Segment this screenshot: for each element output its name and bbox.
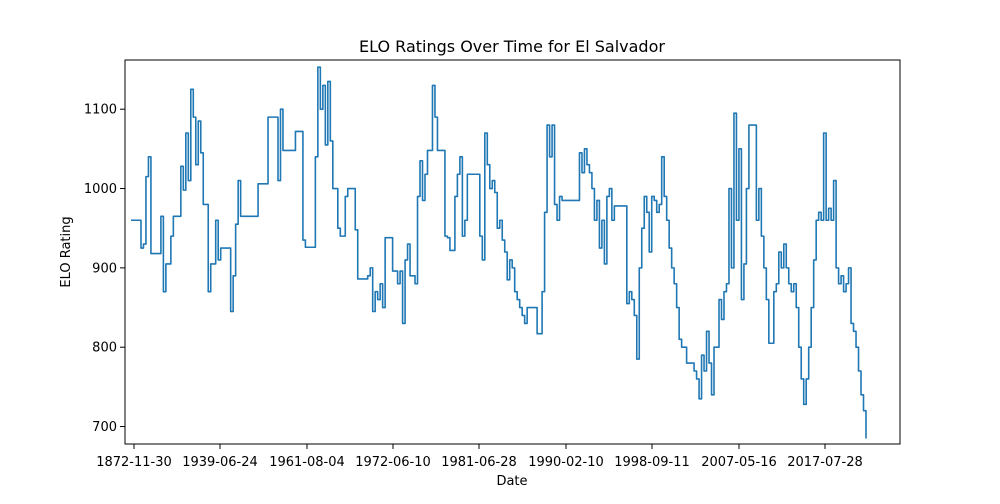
x-tick-label: 1998-09-11	[614, 455, 690, 470]
x-tick-label: 1981-06-28	[441, 455, 517, 470]
x-tick-label: 1939-06-24	[182, 455, 258, 470]
y-axis: 700 800 900 1000 1100	[84, 103, 125, 435]
x-axis: 1872-11-30 1939-06-24 1961-08-04 1972-06-10…	[96, 444, 863, 470]
chart-title: ELO Ratings Over Time for El Salvador	[359, 37, 665, 56]
x-tick-label: 1990-02-10	[528, 455, 604, 470]
axes-frame	[124, 59, 901, 445]
plot-area	[131, 66, 867, 439]
y-tick-label: 1100	[84, 103, 117, 118]
y-tick-label: 900	[92, 261, 117, 276]
x-axis-label: Date	[496, 474, 527, 489]
x-tick-label: 2017-07-28	[787, 455, 863, 470]
y-tick-label: 800	[92, 341, 117, 356]
y-tick-label: 1000	[84, 182, 117, 197]
elo-rating-line	[131, 66, 867, 439]
x-tick-label: 2007-05-16	[701, 455, 777, 470]
y-tick-label: 700	[92, 420, 117, 435]
x-tick-label: 1872-11-30	[96, 455, 172, 470]
y-axis-label: ELO Rating	[59, 216, 74, 287]
x-tick-label: 1961-08-04	[269, 455, 345, 470]
x-tick-label: 1972-06-10	[355, 455, 431, 470]
